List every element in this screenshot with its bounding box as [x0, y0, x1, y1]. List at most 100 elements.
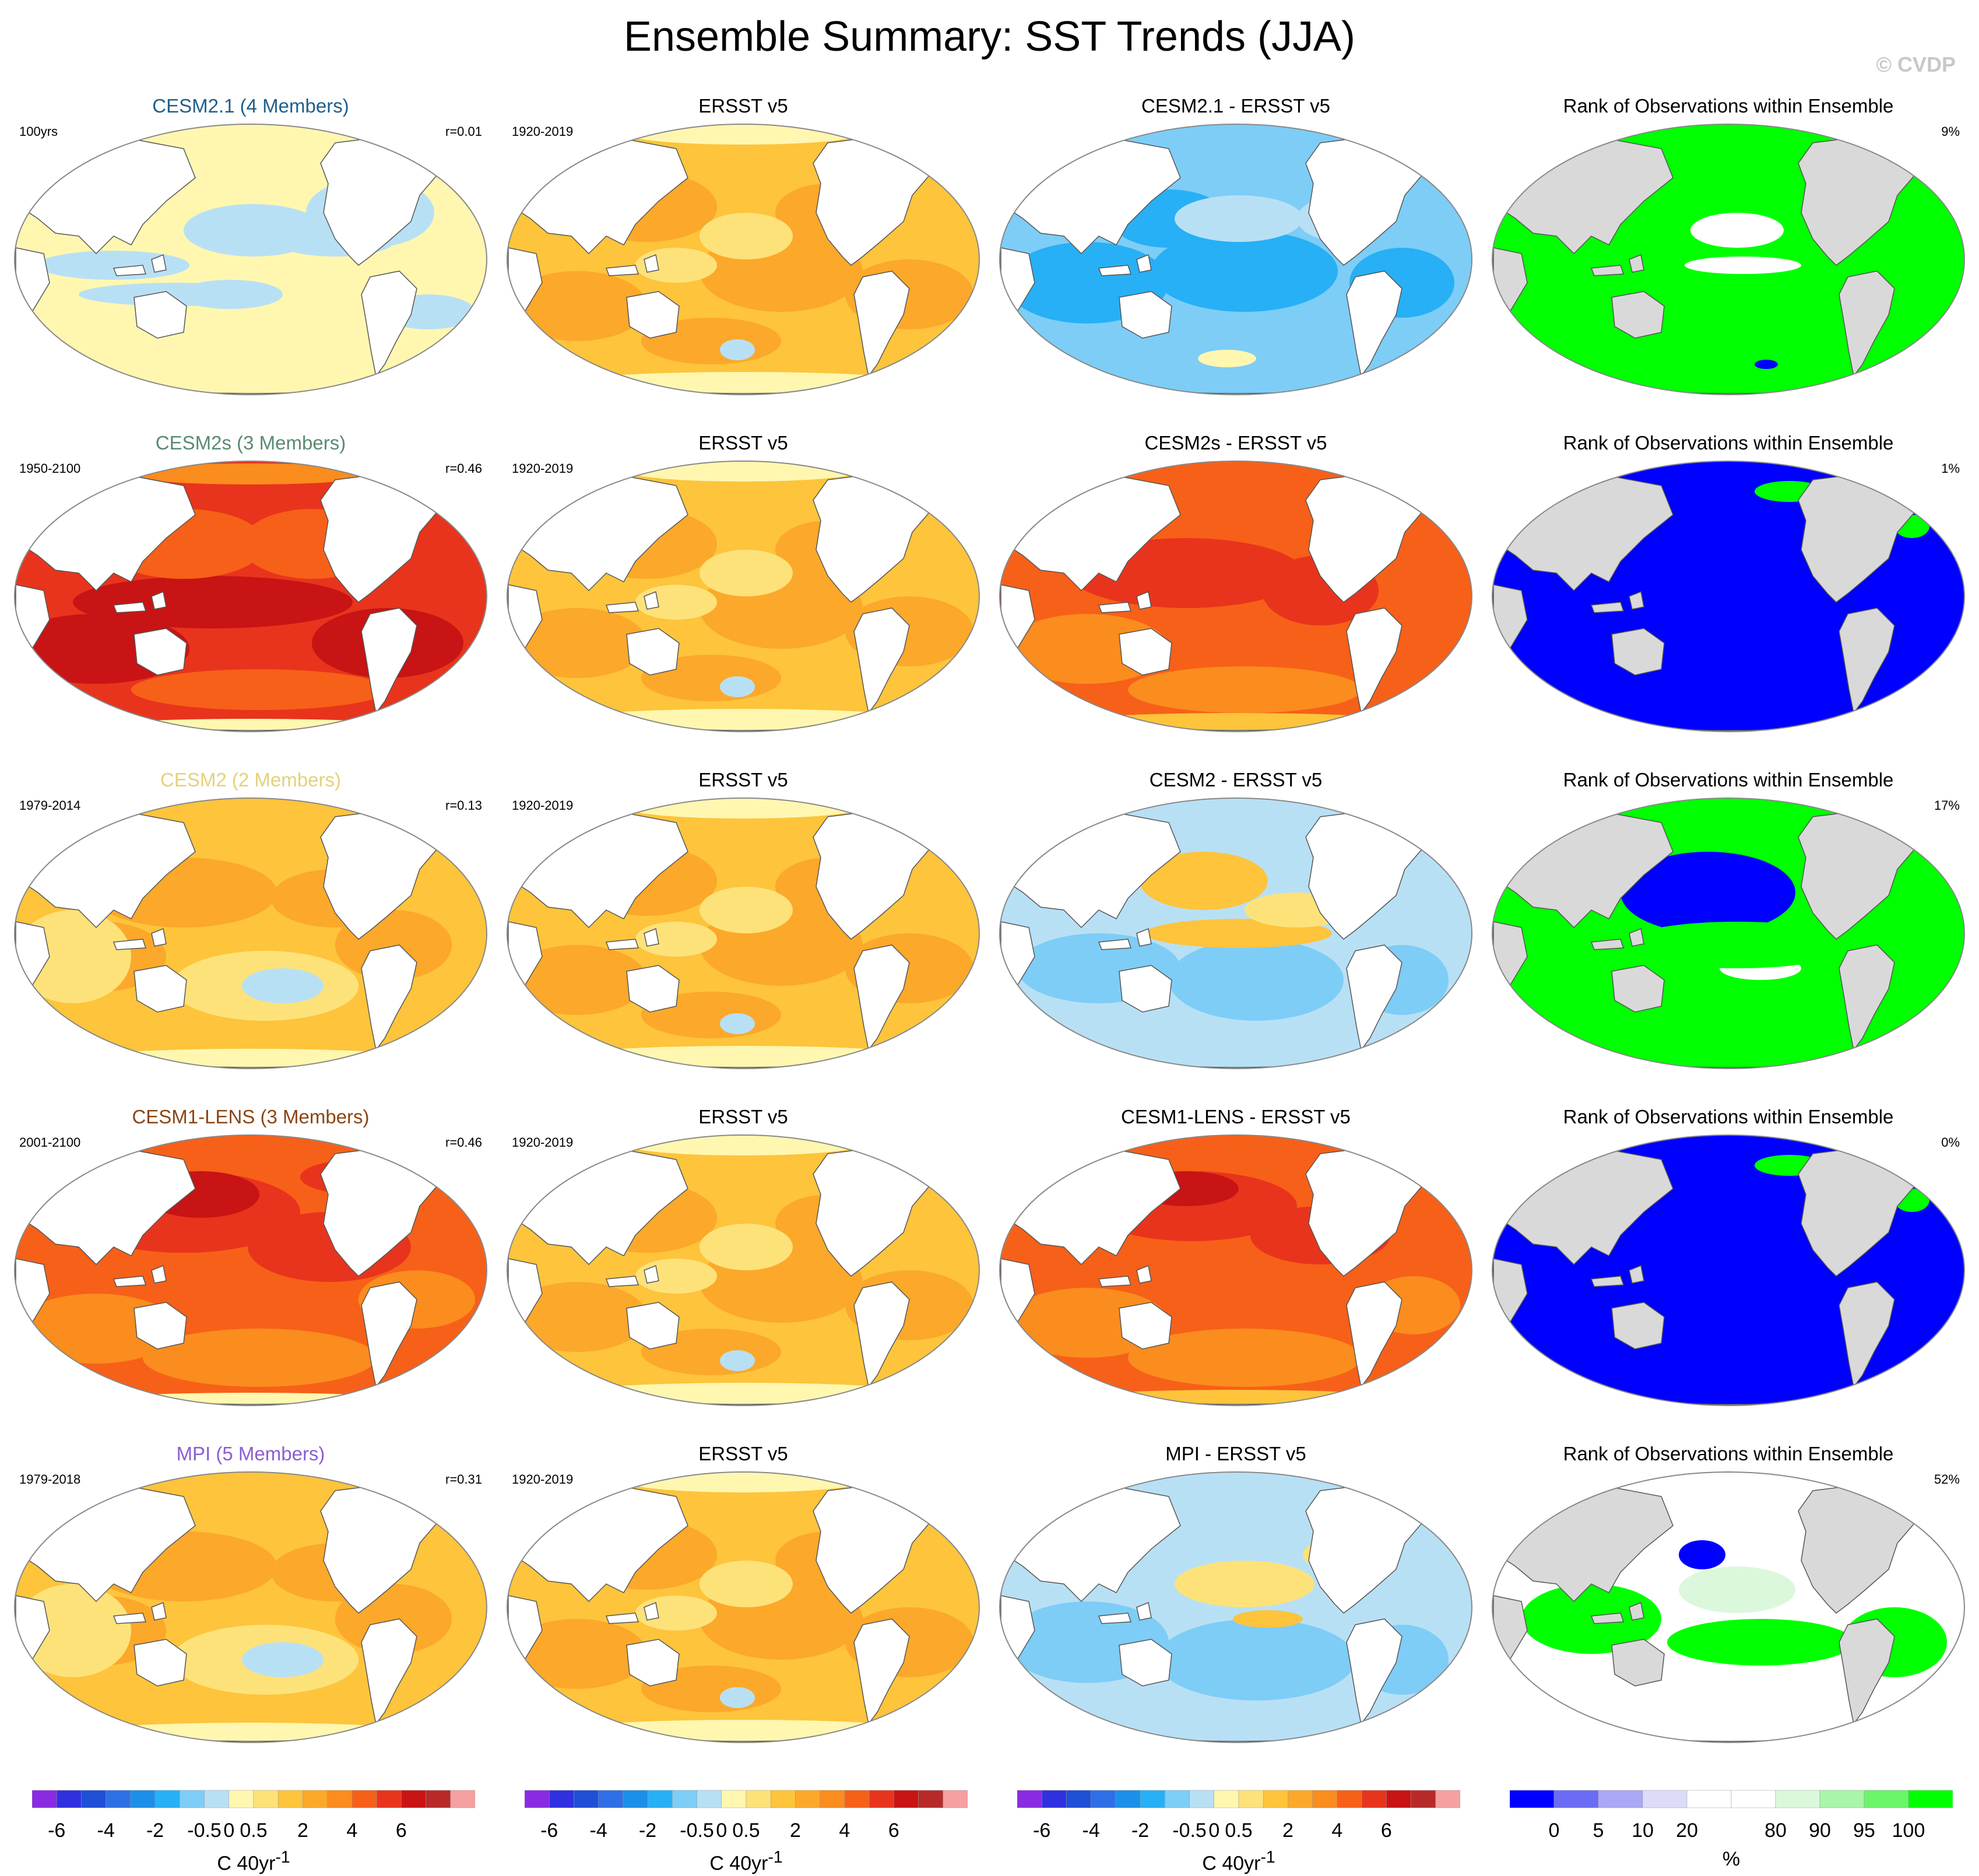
land-mass: [873, 465, 911, 486]
colorbar-box: [1411, 1790, 1436, 1808]
colorbar-graphic: 0 5 10 20 80 90 95 100: [1510, 1790, 1953, 1842]
land-mass: [133, 1639, 187, 1687]
rank-percent-label: 0%: [1941, 1135, 1960, 1150]
land-mass: [1839, 270, 1895, 377]
map-field: [15, 1472, 487, 1742]
land-mass: [1098, 939, 1132, 950]
colorbar-box: [450, 1790, 475, 1808]
land-mass: [1611, 965, 1665, 1013]
colorbar-box: [1435, 1790, 1460, 1808]
land-mass: [151, 1601, 167, 1621]
land-mass: [1611, 1302, 1665, 1350]
colorbar-tick-label: -6: [540, 1819, 558, 1842]
field-contour: [699, 1224, 793, 1270]
map-outline: [999, 124, 1472, 395]
land-mass: [626, 1302, 680, 1350]
field-contour: [1685, 257, 1801, 274]
map-outline: [999, 798, 1472, 1069]
field-contour: [627, 124, 860, 145]
colorbar-tick-label: -2: [1131, 1819, 1149, 1842]
colorbar-box: [130, 1790, 156, 1808]
colorbar-box: [574, 1790, 599, 1808]
colorbar-tick-label: 0.5: [732, 1819, 760, 1842]
panel-title: ERSST v5: [698, 1443, 788, 1464]
colorbar-tick-label: 2: [1282, 1819, 1293, 1842]
global-map: [14, 798, 487, 1069]
colorbar-graphic: -6 -4 -2 -0.5 0 0.5 2 4 6: [1017, 1790, 1460, 1842]
field-contour: [1755, 360, 1778, 369]
map-field: [507, 124, 979, 395]
global-map: [1492, 124, 1965, 395]
global-map: [14, 461, 487, 732]
land-mass: [1858, 128, 1896, 149]
map-panel-rank: Rank of Observations within Ensemble 0%: [1486, 1101, 1970, 1434]
map-panel-obs: ERSST v5 1920-2019: [501, 764, 985, 1097]
colorbar-box: [943, 1790, 968, 1808]
colorbar-box: [869, 1790, 894, 1808]
land-mass: [1119, 965, 1172, 1013]
period-label: 1920-2019: [512, 1135, 574, 1150]
colorbar-box: [1908, 1790, 1953, 1808]
period-label: 100yrs: [19, 124, 58, 139]
map-field: [1492, 124, 1964, 395]
land-mass: [853, 1618, 910, 1725]
colorbar-box: [1140, 1790, 1165, 1808]
colorbar-box: [1189, 1790, 1215, 1808]
land-mass: [381, 465, 418, 486]
units-exponent: -1: [768, 1848, 783, 1867]
map-outline: [507, 1471, 980, 1743]
panel-title: CESM2s (3 Members): [155, 432, 346, 454]
colorbar-graphic: -6 -4 -2 -0.5 0 0.5 2 4 6: [525, 1790, 968, 1842]
land-mass: [1629, 1601, 1644, 1621]
map-field: [507, 1472, 979, 1742]
field-contour: [720, 1687, 755, 1708]
land-mass: [873, 128, 911, 149]
colorbar-box: [1386, 1790, 1411, 1808]
period-label: 1920-2019: [512, 124, 574, 139]
land-mass: [626, 965, 680, 1013]
map-outline: [507, 798, 980, 1069]
colorbar-box: [1337, 1790, 1362, 1808]
field-contour: [1151, 230, 1338, 312]
field-contour: [58, 1723, 443, 1742]
field-contour: [1175, 195, 1303, 242]
colorbar-tick-label: -0.5: [187, 1819, 222, 1842]
panel-title: ERSST v5: [698, 769, 788, 791]
field-contour: [143, 1329, 376, 1387]
colorbar-tick-label: 0: [223, 1819, 234, 1842]
land-mass: [381, 1475, 418, 1497]
land-mass: [361, 944, 417, 1051]
map-outline: [507, 1134, 980, 1406]
colorbar-box: [770, 1790, 796, 1808]
colorbar-box: [81, 1790, 106, 1808]
global-map: [999, 124, 1472, 395]
field-contour: [699, 550, 793, 596]
land-mass: [1839, 1618, 1895, 1725]
field-contour: [507, 945, 647, 1015]
colorbar-box: [401, 1790, 426, 1808]
land-mass: [1629, 591, 1644, 610]
colorbar-box: [1361, 1790, 1387, 1808]
correlation-label: r=0.46: [445, 1135, 482, 1150]
global-map: [999, 1134, 1472, 1406]
map-field: [15, 124, 487, 395]
land-mass: [1858, 1139, 1896, 1160]
field-contour: [1521, 1584, 1661, 1654]
colorbar-tick-label: 0: [1208, 1819, 1219, 1842]
colorbar-tick-label: -4: [590, 1819, 607, 1842]
colorbar-box: [721, 1790, 747, 1808]
global-map: [14, 124, 487, 395]
global-map: [14, 1471, 487, 1743]
land-mass: [381, 802, 418, 823]
colorbar-tick-label: 100: [1892, 1819, 1925, 1842]
rank-colorbar: 0 5 10 20 80 90 95 100 %: [1510, 1787, 1953, 1874]
panel-title: Rank of Observations within Ensemble: [1563, 432, 1894, 454]
land-mass: [644, 591, 659, 610]
map-panel-obs: ERSST v5 1920-2019: [501, 427, 985, 760]
field-contour: [507, 608, 647, 678]
colorbar-tick-label: 4: [1331, 1819, 1342, 1842]
panel-title: CESM1-LENS - ERSST v5: [1121, 1106, 1351, 1127]
map-field: [507, 1135, 979, 1406]
land-mass: [1346, 607, 1402, 714]
land-mass: [1839, 1281, 1895, 1388]
